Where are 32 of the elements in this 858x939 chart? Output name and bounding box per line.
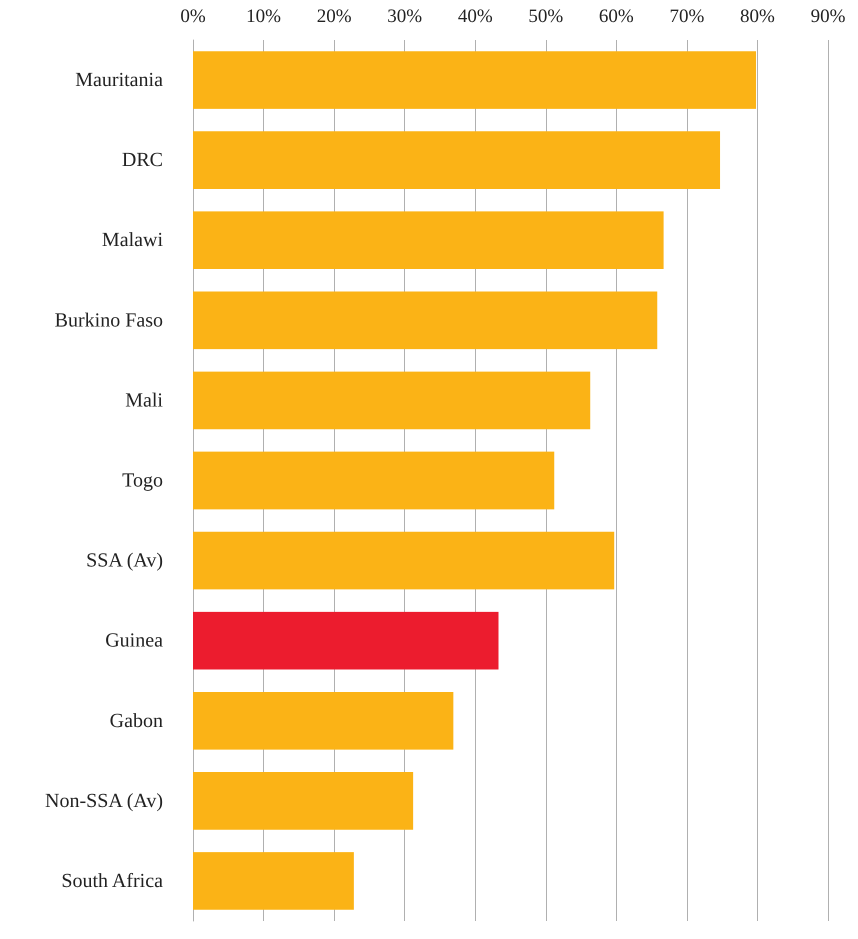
- y-tick-label: Guinea: [105, 630, 164, 652]
- y-tick-label: Gabon: [110, 710, 163, 732]
- x-tick-label: 0%: [180, 6, 206, 27]
- y-tick-label: DRC: [122, 149, 163, 172]
- bar: [193, 291, 658, 350]
- y-tick-label: Non-SSA (Av): [45, 790, 163, 812]
- x-tick-label: 40%: [458, 6, 493, 27]
- x-tick-label: 90%: [810, 6, 846, 27]
- x-tick-label: 80%: [740, 6, 776, 27]
- x-tick-label: 10%: [246, 6, 282, 27]
- bar: [193, 51, 756, 109]
- y-tick-label: Burkino Faso: [54, 309, 163, 332]
- bar: [193, 452, 554, 510]
- x-tick-label: 30%: [387, 6, 422, 27]
- y-tick-label: Mauritania: [75, 69, 164, 92]
- y-tick-label: SSA (Av): [86, 550, 163, 572]
- y-tick-label: Mali: [125, 389, 164, 412]
- bar: [193, 131, 720, 189]
- bar: [193, 532, 614, 590]
- bar: [193, 852, 354, 910]
- bar: [193, 692, 454, 750]
- bar: [193, 772, 414, 830]
- x-tick-label: 60%: [598, 6, 634, 27]
- y-tick-label: Malawi: [102, 229, 164, 252]
- x-tick-label: 70%: [669, 6, 704, 27]
- x-tick-label: 20%: [316, 6, 352, 27]
- y-tick-label: South Africa: [61, 870, 164, 892]
- bar: [193, 211, 664, 270]
- bar: [193, 612, 499, 670]
- bar: [193, 372, 590, 430]
- y-tick-label: Togo: [122, 470, 163, 492]
- x-tick-label: 50%: [528, 6, 564, 27]
